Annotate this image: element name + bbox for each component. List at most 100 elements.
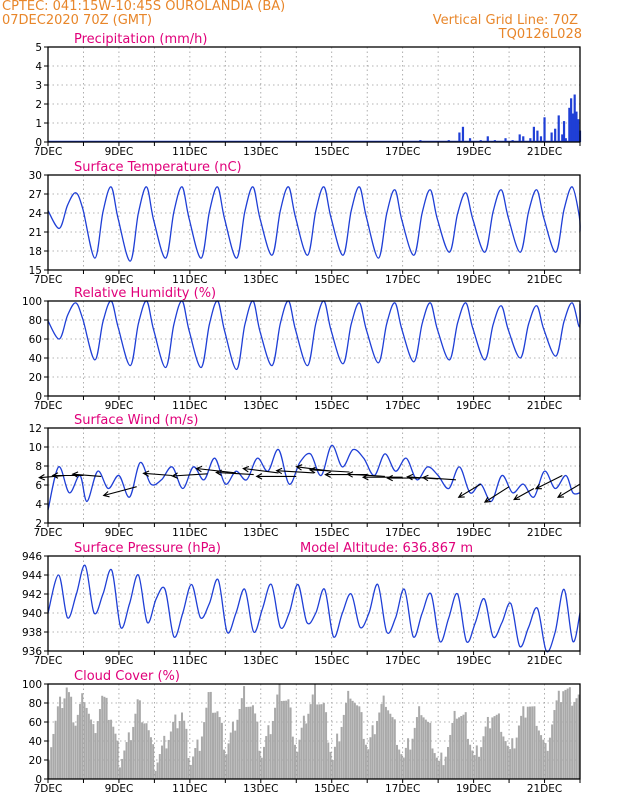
cloud-bar <box>429 722 432 779</box>
wind-arrow <box>534 475 563 490</box>
cloud-bar <box>72 722 75 779</box>
panel-title: Precipitation (mm/h) <box>74 32 207 47</box>
cloud-bar <box>212 712 214 779</box>
precip-bar <box>522 136 525 142</box>
cloud-bar <box>453 710 456 779</box>
y-tick-label: 27 <box>29 189 42 201</box>
y-tick-label: 1 <box>35 118 42 130</box>
x-tick-label: 7DEC <box>34 274 63 286</box>
cloud-bar <box>114 733 117 779</box>
cloud-bar <box>493 716 496 779</box>
cloud-bar <box>438 761 441 779</box>
cloud-bar <box>240 698 243 779</box>
y-tick-label: 12 <box>29 423 42 435</box>
y-tick-label: 938 <box>22 627 42 639</box>
cloud-bar <box>564 689 567 779</box>
cloud-bar <box>132 726 135 779</box>
grid-precip <box>48 47 580 142</box>
cloud-bar <box>265 736 268 779</box>
cloud-bar <box>531 706 534 779</box>
wind-arrow <box>195 465 237 474</box>
wind-arrow <box>242 465 279 474</box>
cloud-bar <box>369 737 372 779</box>
cloud-bar <box>287 699 290 779</box>
y-tick-label: 940 <box>22 608 42 620</box>
cloud-bar <box>192 756 195 779</box>
cloud-bar <box>130 740 132 779</box>
frame-rh <box>47 300 581 397</box>
cloud-bar <box>267 725 270 779</box>
cloud-bar <box>378 712 381 779</box>
cloud-bar <box>207 692 210 779</box>
x-tick-label: 9DEC <box>105 655 134 667</box>
date-line: 07DEC2020 70Z (GMT) <box>2 13 153 28</box>
x-tick-label: 21DEC <box>527 146 562 158</box>
y-tick-label: 4 <box>35 499 42 511</box>
cloud-bar <box>382 695 385 779</box>
cloud-bar <box>342 714 345 779</box>
cloud-bar <box>176 728 179 779</box>
cloud-bar <box>81 693 84 779</box>
panel-pressure: 7DEC 9DEC 11DEC 13DEC 15DEC 17DEC 19DEC 21DEC 93… <box>22 541 581 667</box>
y-tick-label: 60 <box>29 717 42 729</box>
panel-wind: 7DEC 9DEC 11DEC 13DEC 15DEC 17DEC 19DEC 21DEC 2 4… <box>29 413 581 539</box>
x-tick-label: 21DEC <box>527 527 562 539</box>
wind-arrow <box>51 472 84 479</box>
grid-line-label: Vertical Grid Line: 70Z <box>432 13 578 28</box>
cloud-bar <box>149 737 152 779</box>
cloud-bar <box>327 742 330 779</box>
y-tick-label: 24 <box>29 208 43 220</box>
cloud-bar <box>489 728 492 779</box>
cloud-bar <box>415 717 418 779</box>
cloud-bar <box>347 690 350 779</box>
bars-precip <box>419 94 582 142</box>
cloud-bar <box>340 726 343 779</box>
x-tick-label: 19DEC <box>456 400 491 412</box>
cloud-bar <box>491 717 494 779</box>
cloud-bar <box>478 756 480 779</box>
cloud-bar <box>473 755 476 779</box>
x-tick-label: 13DEC <box>243 274 278 286</box>
grid-wind <box>48 428 580 523</box>
precip-bar <box>504 138 507 142</box>
cloud-bar <box>409 749 412 779</box>
cloud-bar <box>338 741 341 779</box>
y-tick-label: 18 <box>29 246 42 258</box>
cloud-bar <box>486 716 489 779</box>
cloud-bar <box>440 752 443 779</box>
cloud-bar <box>227 743 230 779</box>
x-tick-label: 19DEC <box>456 655 491 667</box>
precip-bar <box>562 121 566 142</box>
cloud-bar <box>269 734 272 779</box>
wind-arrows <box>38 464 581 503</box>
frame-wind <box>47 427 581 524</box>
panel-title: Surface Wind (m/s) <box>74 413 198 428</box>
cloud-bar <box>236 719 239 779</box>
cloud-bar <box>282 700 285 779</box>
x-tick-label: 7DEC <box>34 400 63 412</box>
cloud-bar <box>143 723 146 779</box>
x-tick-label: 13DEC <box>243 655 278 667</box>
frame-precip <box>47 46 581 143</box>
y-tick-label: 100 <box>22 296 42 308</box>
cloud-bar <box>198 750 201 779</box>
x-tick-label: 7DEC <box>34 146 63 158</box>
wind-arrow <box>142 470 173 477</box>
precip-bar <box>577 119 580 142</box>
x-tick-label: 11DEC <box>172 274 207 286</box>
cloud-bar <box>223 749 226 779</box>
cloud-bar <box>533 706 536 779</box>
cloud-bar <box>298 739 301 779</box>
cloud-bar <box>495 714 498 779</box>
cloud-bar <box>127 732 130 779</box>
cloud-bar <box>183 720 186 779</box>
cloud-bar <box>220 722 223 779</box>
y-tick-label: 80 <box>29 315 42 327</box>
cloud-bar <box>524 717 527 779</box>
cloud-bar <box>389 713 392 779</box>
cloud-bar <box>231 721 234 779</box>
x-tick-label: 11DEC <box>172 146 207 158</box>
x-tick-label: 11DEC <box>172 783 207 795</box>
cloud-bar <box>497 713 500 779</box>
cloud-bar <box>172 721 175 779</box>
